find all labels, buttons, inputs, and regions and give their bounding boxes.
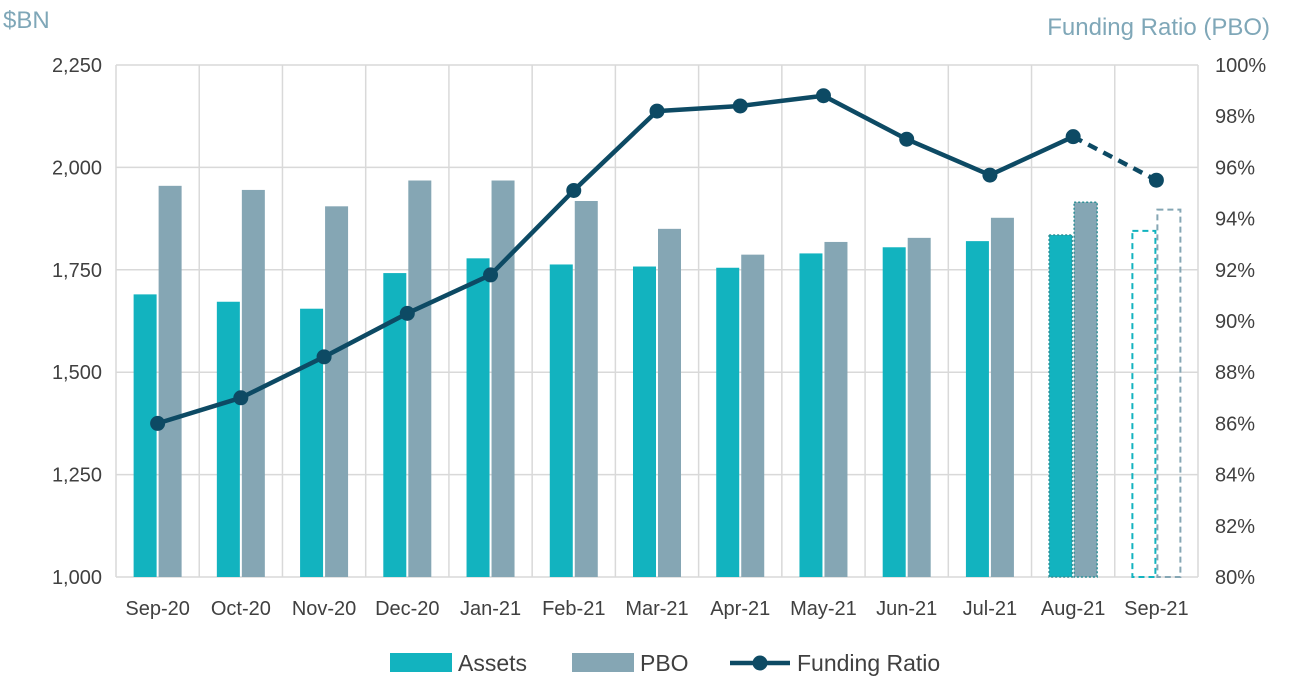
bars-layer (133, 180, 1182, 578)
bar-assets (716, 267, 740, 577)
legend-label-pbo: PBO (640, 650, 689, 676)
x-tick-label: Dec-20 (375, 598, 439, 620)
bar-assets (1131, 229, 1157, 578)
funding-ratio-point (732, 98, 748, 114)
right-axis-title: Funding Ratio (PBO) (1047, 14, 1270, 41)
bar-pbo (574, 200, 598, 578)
bar-assets (633, 266, 656, 577)
bar-assets (216, 301, 240, 577)
bar-pbo (325, 206, 349, 577)
x-tick-label: Jan-21 (460, 598, 521, 620)
y-tick-label-right: 94% (1215, 209, 1255, 231)
bar-pbo (1073, 201, 1098, 578)
x-tick-label: Nov-20 (292, 598, 356, 620)
axis-ticks: 1,000 1,250 1,500 1,750 2,000 2,250 80% 82% 84% 8… (52, 55, 1266, 620)
funding-ratio-point (233, 390, 249, 406)
legend-swatch-pbo (572, 653, 634, 672)
left-axis-title: $BN (3, 7, 50, 34)
x-tick-label: Mar-21 (625, 598, 688, 620)
funding-ratio-point (899, 131, 915, 147)
y-tick-label-left: 1,500 (52, 362, 102, 384)
bar-pbo (658, 228, 681, 577)
bar-assets (133, 294, 157, 577)
funding-ratio-point (566, 182, 582, 198)
bar-pbo (158, 185, 182, 577)
bar-pbo (824, 241, 848, 577)
bar-assets (383, 273, 407, 577)
funding-ratio-point (815, 88, 831, 104)
funding-ratio-line (156, 93, 1075, 426)
x-tick-label: Aug-21 (1041, 598, 1106, 620)
y-tick-label-left: 1,000 (52, 567, 102, 589)
legend-swatch-assets (390, 653, 452, 672)
funding-ratio-point (982, 167, 998, 183)
bar-assets (799, 253, 823, 577)
x-tick-label: Sep-20 (125, 598, 190, 620)
y-tick-label-right: 100% (1215, 55, 1266, 77)
bar-assets (549, 264, 573, 577)
funding-ratio-point (483, 267, 499, 283)
bar-pbo (741, 254, 765, 577)
y-tick-label-right: 80% (1215, 567, 1255, 589)
bar-assets (882, 247, 906, 577)
x-tick-label: Feb-21 (542, 598, 605, 620)
legend: Assets PBO Funding Ratio (390, 650, 940, 676)
bar-assets (300, 308, 324, 577)
legend-marker-funding-ratio (752, 655, 768, 671)
x-tick-label: Jul-21 (963, 598, 1017, 620)
y-tick-label-right: 86% (1215, 413, 1255, 435)
y-tick-label-right: 92% (1215, 260, 1255, 282)
funding-ratio-point (1065, 129, 1081, 145)
funding-ratio-point (150, 415, 166, 431)
bar-pbo (241, 189, 265, 578)
bar-pbo (408, 180, 432, 577)
funding-ratio-point (649, 103, 665, 119)
funding-ratio-point (399, 305, 415, 321)
y-tick-label-left: 2,000 (52, 157, 102, 179)
x-tick-label: Oct-20 (211, 598, 271, 620)
funding-ratio-line-layer (150, 88, 1164, 431)
y-tick-label-right: 82% (1215, 516, 1255, 538)
bar-pbo (1156, 208, 1182, 578)
bar-pbo (491, 180, 515, 577)
funding-ratio-point (1148, 172, 1164, 188)
bar-pbo (907, 237, 931, 577)
y-tick-label-left: 2,250 (52, 55, 102, 77)
y-tick-label-left: 1,750 (52, 260, 102, 282)
bar-pbo (990, 217, 1014, 577)
x-tick-label: May-21 (790, 598, 857, 620)
legend-label-assets: Assets (458, 650, 527, 676)
y-tick-label-left: 1,250 (52, 465, 102, 487)
y-tick-label-right: 88% (1215, 362, 1255, 384)
bar-assets (1048, 234, 1073, 578)
x-tick-label: Apr-21 (710, 598, 770, 620)
bar-assets (965, 241, 989, 578)
bar-assets (466, 258, 490, 577)
legend-label-funding-ratio: Funding Ratio (797, 650, 940, 676)
y-tick-label-right: 90% (1215, 311, 1255, 333)
gridlines (115, 64, 1199, 578)
x-tick-label: Sep-21 (1124, 598, 1189, 620)
y-tick-label-right: 84% (1215, 465, 1255, 487)
y-tick-label-right: 98% (1215, 106, 1255, 128)
x-tick-label: Jun-21 (876, 598, 937, 620)
funding-ratio-point (316, 349, 332, 365)
y-tick-label-right: 96% (1215, 157, 1255, 179)
